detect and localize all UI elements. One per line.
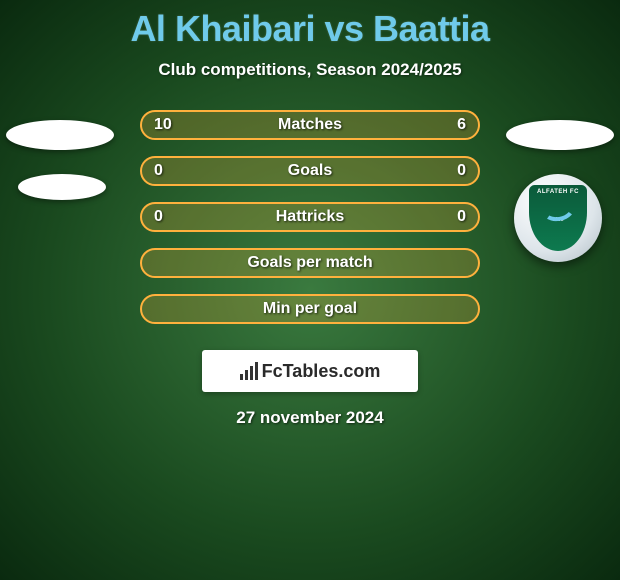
shield-swoosh-icon <box>539 192 577 224</box>
stat-right-value: 6 <box>457 116 466 134</box>
footer-date: 27 november 2024 <box>0 408 620 428</box>
stat-label: Matches <box>278 116 342 134</box>
stat-bar-goals-per-match: Goals per match <box>140 248 480 278</box>
bar-chart-icon <box>240 362 258 380</box>
stat-left-value: 0 <box>154 208 163 226</box>
stat-label: Hattricks <box>276 208 344 226</box>
stat-bar-hattricks: 0 Hattricks 0 <box>140 202 480 232</box>
stat-left-value: 0 <box>154 162 163 180</box>
page-title: Al Khaibari vs Baattia <box>0 0 620 50</box>
watermark-text: FcTables.com <box>262 361 381 382</box>
right-player-badges: ALFATEH FC 1958 <box>506 120 614 262</box>
stat-right-value: 0 <box>457 208 466 226</box>
right-placeholder-ellipse <box>506 120 614 150</box>
stat-bar-goals: 0 Goals 0 <box>140 156 480 186</box>
comparison-panel: Al Khaibari vs Baattia Club competitions… <box>0 0 620 580</box>
page-subtitle: Club competitions, Season 2024/2025 <box>0 60 620 80</box>
stat-bar-matches: 10 Matches 6 <box>140 110 480 140</box>
right-team-logo: ALFATEH FC 1958 <box>514 174 602 262</box>
watermark-badge: FcTables.com <box>202 350 418 392</box>
stat-bar-min-per-goal: Min per goal <box>140 294 480 324</box>
stat-left-value: 10 <box>154 116 172 134</box>
stat-label: Min per goal <box>263 300 357 318</box>
stat-right-value: 0 <box>457 162 466 180</box>
left-placeholder-ellipse-2 <box>18 174 106 200</box>
left-placeholder-ellipse-1 <box>6 120 114 150</box>
shield-icon: ALFATEH FC 1958 <box>529 185 587 251</box>
left-player-badges <box>6 120 114 224</box>
stat-row: Min per goal <box>0 286 620 332</box>
stat-label: Goals <box>288 162 332 180</box>
stat-label: Goals per match <box>247 254 372 272</box>
